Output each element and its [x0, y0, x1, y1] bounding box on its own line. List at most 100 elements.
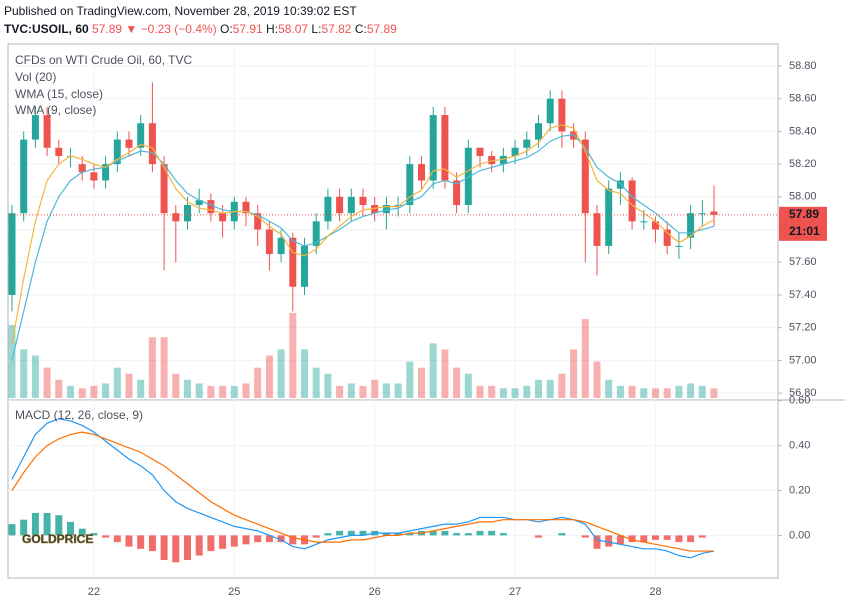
histogram-bar [441, 530, 449, 536]
symbol-line: TVC:USOIL, 60 57.89 ▼ −0.23 (−0.4%) O:57… [4, 22, 397, 36]
candle-body [301, 245, 308, 287]
histogram-bar [581, 535, 589, 538]
volume-bar [184, 379, 191, 398]
histogram-bar [652, 535, 659, 540]
histogram-bar [687, 535, 695, 543]
l-value: 57.82 [321, 22, 351, 36]
histogram-bar [593, 535, 601, 549]
candle-body [265, 229, 273, 255]
o-label: O: [220, 22, 233, 36]
volume-bar [628, 385, 636, 398]
candle-body [511, 147, 519, 156]
histogram-bar [184, 535, 191, 561]
candle-body [687, 213, 695, 238]
candle-body [488, 155, 496, 165]
volume-bar [336, 385, 344, 398]
histogram-bar [640, 535, 648, 543]
volume-bar [488, 385, 496, 398]
candle-body [312, 221, 320, 246]
candle-body [242, 201, 250, 214]
legend-title: CFDs on WTI Crude Oil, 60, TVC [15, 53, 192, 67]
volume-bar [207, 385, 215, 398]
candle-body [663, 229, 671, 246]
candle-body [394, 205, 402, 207]
legend-wma9: WMA (9, close) [15, 103, 96, 117]
histogram-bar [102, 535, 110, 538]
volume-bar [616, 385, 624, 398]
volume-bar [301, 349, 308, 398]
volume-bar [687, 383, 695, 398]
volume-bar [8, 325, 16, 398]
volume-bar [67, 385, 74, 398]
volume-bar [359, 385, 367, 398]
volume-bar [289, 313, 297, 398]
volume-bar [265, 355, 273, 398]
x-tick-label: 25 [228, 586, 240, 598]
candle-body [102, 164, 110, 181]
histogram-bar [347, 530, 355, 536]
candle-body [453, 180, 461, 206]
histogram-bar [336, 530, 344, 536]
volume-bar [172, 373, 180, 398]
candle-body [418, 164, 425, 181]
volume-bar [78, 388, 86, 398]
histogram-bar [67, 521, 74, 536]
candle-body [207, 200, 215, 214]
y-tick-label: 58.60 [789, 93, 817, 105]
candle-body [43, 115, 51, 148]
volume-bar [406, 361, 414, 398]
y-tick-label: 57.40 [789, 289, 817, 301]
histogram-bar [628, 535, 636, 543]
volume-bar [570, 349, 578, 398]
volume-bar [254, 367, 262, 398]
histogram-bar [265, 535, 273, 543]
histogram-bar [382, 533, 390, 536]
candle-body [476, 147, 484, 156]
histogram-bar [499, 533, 507, 536]
candle-body [605, 188, 613, 246]
volume-bar [441, 349, 449, 398]
y-tick-label: 0.60 [789, 395, 810, 407]
histogram-bar [90, 533, 98, 536]
histogram-bar [663, 535, 671, 540]
candle-body [499, 155, 507, 165]
histogram-bar [55, 515, 63, 536]
candle-body [593, 213, 601, 246]
volume-bar [102, 383, 110, 398]
volume-bar [312, 367, 320, 398]
candle-body [546, 98, 554, 124]
histogram-bar [78, 528, 86, 536]
candle-body [464, 147, 472, 206]
histogram-bar [125, 535, 133, 547]
volume-bar [137, 379, 145, 398]
candle-body [8, 213, 16, 295]
candle-body [429, 115, 437, 181]
candle-body [698, 213, 706, 215]
y-tick-label: 58.80 [789, 60, 817, 72]
line [11, 418, 715, 559]
histogram-bar [43, 512, 51, 536]
volume-bar [663, 388, 671, 398]
y-tick-label: 57.20 [789, 322, 817, 334]
y-tick-label: 58.00 [789, 191, 817, 203]
x-tick-label: 28 [649, 586, 661, 598]
x-tick-label: 22 [88, 586, 100, 598]
candle-body [31, 115, 39, 140]
volume-bar [230, 385, 238, 398]
histogram-bar [476, 530, 484, 536]
volume-bar [675, 385, 683, 398]
candle-body [336, 196, 344, 214]
histogram-bar [616, 535, 624, 545]
c-label: C: [355, 22, 367, 36]
volume-bar [55, 379, 63, 398]
histogram-bar [20, 519, 28, 536]
histogram-bar [394, 533, 402, 536]
y-tick-label: 58.20 [789, 158, 817, 170]
volume-bar [476, 385, 484, 398]
histogram-bar [31, 512, 39, 536]
volume-bar [464, 373, 472, 398]
candle-body [675, 245, 683, 247]
volume-bar [652, 388, 659, 398]
